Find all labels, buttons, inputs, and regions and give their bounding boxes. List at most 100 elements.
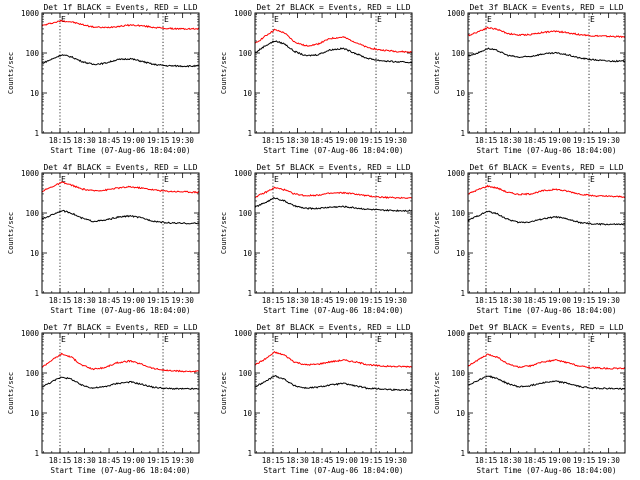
x-axis-label: Start Time (07-Aug-06 18:04:00) bbox=[51, 146, 191, 155]
event-marker-label: E bbox=[61, 335, 66, 344]
series-lld-line bbox=[468, 26, 625, 39]
y-axis-label: Counts/sec bbox=[433, 372, 441, 414]
x-tick-label: 19:30 bbox=[384, 456, 407, 465]
series-lld-line bbox=[468, 184, 625, 199]
series-lld-line bbox=[42, 181, 199, 194]
x-tick-label: 18:30 bbox=[499, 296, 522, 305]
plot-frame bbox=[254, 332, 413, 454]
y-tick-label: 1 bbox=[247, 449, 252, 458]
event-marker-label: E bbox=[377, 335, 382, 344]
x-tick-label: 18:45 bbox=[98, 136, 121, 145]
x-tick-label: 19:00 bbox=[122, 456, 145, 465]
y-tick-label: 1000 bbox=[447, 169, 466, 178]
y-axis-label: Counts/sec bbox=[433, 212, 441, 254]
y-tick-label: 1 bbox=[34, 289, 39, 298]
event-marker-label: E bbox=[487, 175, 492, 184]
y-tick-label: 10 bbox=[243, 89, 253, 98]
event-marker-label: E bbox=[164, 175, 169, 184]
y-tick-label: 1000 bbox=[234, 169, 253, 178]
series-lld-line bbox=[255, 186, 412, 200]
y-tick-label: 1000 bbox=[234, 9, 253, 18]
y-tick-label: 10 bbox=[243, 249, 253, 258]
x-tick-label: 19:15 bbox=[360, 296, 383, 305]
y-tick-label: 100 bbox=[238, 369, 252, 378]
series-lld-line bbox=[42, 19, 199, 31]
y-tick-label: 1 bbox=[460, 129, 465, 138]
y-tick-label: 1000 bbox=[21, 9, 40, 18]
series-events-line bbox=[255, 40, 412, 64]
event-marker-label: E bbox=[274, 15, 279, 24]
y-tick-label: 100 bbox=[451, 369, 465, 378]
panel-title: Det 7f BLACK = Events, RED = LLD bbox=[43, 323, 197, 332]
x-tick-label: 19:00 bbox=[548, 296, 571, 305]
y-tick-label: 10 bbox=[456, 89, 466, 98]
x-tick-label: 19:30 bbox=[597, 296, 620, 305]
panel-title: Det 9f BLACK = Events, RED = LLD bbox=[469, 323, 623, 332]
plot-frame bbox=[467, 332, 626, 454]
x-tick-label: 18:45 bbox=[98, 296, 121, 305]
x-tick-label: 19:30 bbox=[171, 296, 194, 305]
event-marker-label: E bbox=[590, 175, 595, 184]
panel-det-6: Det 6f BLACK = Events, RED = LLD Counts/s… bbox=[433, 163, 626, 315]
x-tick-label: 19:30 bbox=[171, 456, 194, 465]
y-tick-label: 100 bbox=[25, 369, 39, 378]
y-tick-label: 1000 bbox=[447, 9, 466, 18]
panel-det-3: Det 3f BLACK = Events, RED = LLD Counts/s… bbox=[433, 3, 626, 155]
y-tick-label: 100 bbox=[25, 209, 39, 218]
x-tick-label: 19:00 bbox=[548, 456, 571, 465]
x-tick-label: 19:30 bbox=[384, 136, 407, 145]
plot-frame bbox=[41, 12, 200, 134]
x-tick-label: 18:15 bbox=[49, 136, 72, 145]
series-events-line bbox=[255, 375, 412, 391]
panel-det-4: Det 4f BLACK = Events, RED = LLD Counts/s… bbox=[7, 163, 200, 315]
x-axis-label: Start Time (07-Aug-06 18:04:00) bbox=[264, 306, 404, 315]
y-axis-label: Counts/sec bbox=[220, 52, 228, 94]
y-tick-label: 10 bbox=[456, 409, 466, 418]
x-tick-label: 19:30 bbox=[597, 456, 620, 465]
y-tick-label: 100 bbox=[451, 49, 465, 58]
x-tick-label: 19:30 bbox=[384, 296, 407, 305]
x-tick-label: 19:15 bbox=[573, 296, 596, 305]
x-tick-label: 18:30 bbox=[286, 296, 309, 305]
y-tick-label: 10 bbox=[30, 89, 40, 98]
y-tick-label: 1000 bbox=[234, 329, 253, 338]
event-marker-label: E bbox=[487, 15, 492, 24]
series-lld-line bbox=[468, 353, 625, 370]
panel-title: Det 2f BLACK = Events, RED = LLD bbox=[256, 3, 410, 12]
x-tick-label: 18:15 bbox=[262, 136, 285, 145]
x-tick-label: 19:15 bbox=[147, 296, 170, 305]
event-marker-label: E bbox=[164, 15, 169, 24]
x-tick-label: 18:15 bbox=[262, 456, 285, 465]
panel-title: Det 4f BLACK = Events, RED = LLD bbox=[43, 163, 197, 172]
panel-title: Det 3f BLACK = Events, RED = LLD bbox=[469, 3, 623, 12]
y-tick-label: 10 bbox=[30, 409, 40, 418]
y-tick-label: 1 bbox=[460, 289, 465, 298]
series-events-line bbox=[468, 47, 625, 63]
panel-det-2: Det 2f BLACK = Events, RED = LLD Counts/s… bbox=[220, 3, 413, 155]
series-lld-line bbox=[255, 28, 412, 54]
panel-det-1: Det 1f BLACK = Events, RED = LLD Counts/s… bbox=[7, 3, 200, 155]
x-tick-label: 19:15 bbox=[573, 456, 596, 465]
y-axis-label: Counts/sec bbox=[7, 52, 15, 94]
x-tick-label: 18:15 bbox=[49, 296, 72, 305]
series-events-line bbox=[468, 210, 625, 226]
plot-frame bbox=[254, 172, 413, 294]
event-marker-label: E bbox=[61, 175, 66, 184]
event-marker-label: E bbox=[164, 335, 169, 344]
panel-title: Det 5f BLACK = Events, RED = LLD bbox=[256, 163, 410, 172]
x-tick-label: 18:30 bbox=[499, 456, 522, 465]
y-tick-label: 10 bbox=[456, 249, 466, 258]
x-tick-label: 18:45 bbox=[311, 456, 334, 465]
event-marker-label: E bbox=[590, 335, 595, 344]
x-tick-label: 18:15 bbox=[475, 136, 498, 145]
series-events-line bbox=[468, 375, 625, 391]
y-tick-label: 1 bbox=[34, 129, 39, 138]
x-tick-label: 19:15 bbox=[147, 456, 170, 465]
y-axis-label: Counts/sec bbox=[220, 372, 228, 414]
event-marker-label: E bbox=[274, 175, 279, 184]
panel-det-7: Det 7f BLACK = Events, RED = LLD Counts/s… bbox=[7, 323, 200, 475]
x-tick-label: 19:15 bbox=[147, 136, 170, 145]
series-events-line bbox=[42, 376, 199, 391]
x-axis-label: Start Time (07-Aug-06 18:04:00) bbox=[264, 466, 404, 475]
panel-det-9: Det 9f BLACK = Events, RED = LLD Counts/s… bbox=[433, 323, 626, 475]
